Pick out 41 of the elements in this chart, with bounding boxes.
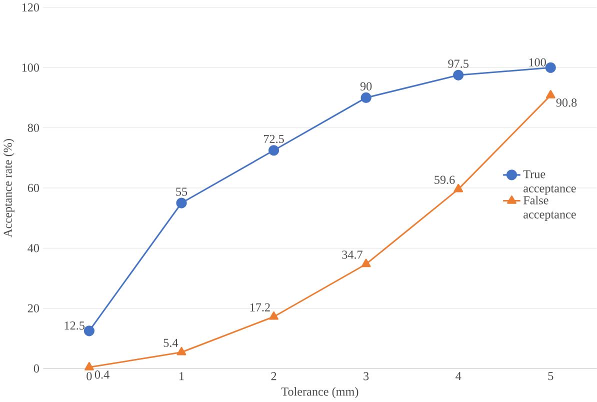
legend-label: True acceptance (523, 170, 576, 196)
data-label: 12.5 (64, 322, 84, 330)
point (545, 62, 556, 74)
y-tick-label: 100 (22, 64, 40, 72)
x-tick-label: 0 (86, 372, 92, 380)
point (176, 198, 187, 209)
data-label: 97.5 (448, 60, 469, 68)
point (453, 70, 464, 81)
x-axis-title: Tolerance (mm) (281, 387, 358, 398)
point (269, 312, 278, 320)
y-tick-label: 20 (28, 304, 40, 313)
y-tick-label: 120 (22, 4, 40, 12)
y-axis-title: Acceptance rate (%) (3, 139, 14, 238)
x-tick-label: 5 (548, 372, 554, 380)
point (268, 145, 280, 156)
legend-label: False acceptance (523, 196, 576, 222)
point (546, 90, 556, 99)
data-label: 55 (176, 188, 188, 196)
data-label: 90.8 (556, 98, 577, 107)
point (454, 184, 464, 192)
data-label: 5.4 (164, 339, 178, 348)
y-tick-label: 60 (28, 184, 40, 192)
x-tick-label: 2 (271, 372, 276, 380)
point (360, 92, 372, 104)
data-label: 72.5 (264, 135, 284, 144)
y-tick-label: 80 (28, 124, 40, 132)
y-tick-label: 40 (28, 244, 40, 252)
data-label: 0.4 (94, 370, 110, 379)
data-label: 59.6 (434, 176, 455, 184)
data-label: 90 (360, 82, 372, 91)
point (361, 259, 371, 268)
y-tick-label: 0 (34, 364, 40, 373)
point (84, 326, 95, 336)
data-label: 17.2 (250, 304, 270, 312)
x-tick-label: 4 (456, 372, 462, 380)
x-tick-label: 1 (180, 372, 184, 380)
data-label: 100 (529, 58, 546, 67)
point (84, 362, 94, 371)
x-tick-label: 3 (364, 372, 369, 380)
data-label: 34.7 (342, 250, 362, 260)
point (176, 347, 186, 356)
